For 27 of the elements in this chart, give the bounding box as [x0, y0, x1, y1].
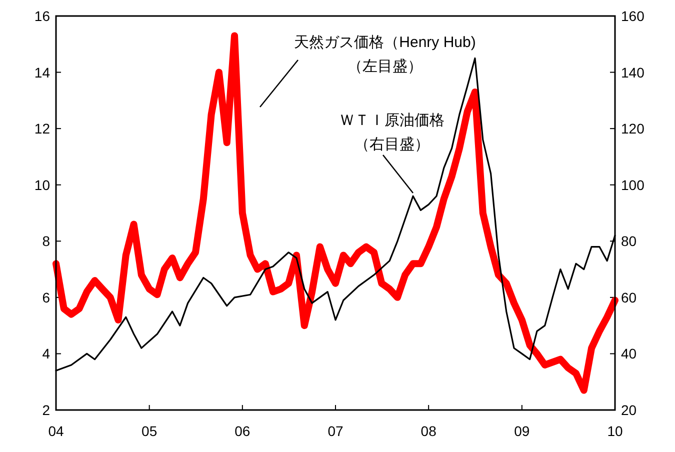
annotation: （右目盛）	[354, 136, 430, 153]
y-tick-label: 14	[34, 64, 50, 80]
y2-tick-label: 60	[621, 289, 637, 306]
annotation: ＷＴＩ原油価格	[340, 112, 444, 129]
y-tick-label: 4	[42, 346, 50, 362]
x-tick-label: 07	[328, 423, 344, 439]
annotation: 天然ガス価格（Henry Hub)	[294, 34, 476, 51]
y2-tick-label: 140	[621, 64, 645, 80]
y-tick-label: 8	[42, 233, 50, 250]
x-tick-label: 10	[607, 423, 623, 439]
x-tick-label: 04	[48, 423, 64, 439]
y-tick-label: 16	[34, 8, 50, 24]
x-tick-label: 08	[420, 423, 437, 439]
x-tick-label: 06	[234, 423, 250, 439]
y-tick-label: 12	[34, 120, 50, 137]
y2-tick-label: 40	[621, 346, 637, 362]
y2-tick-label: 80	[621, 233, 637, 250]
y2-tick-label: 100	[621, 176, 645, 193]
y-tick-label: 6	[42, 289, 50, 306]
y-tick-label: 10	[34, 176, 50, 193]
annotation: （左目盛）	[348, 58, 422, 75]
x-tick-label: 09	[514, 423, 530, 439]
y2-tick-label: 20	[621, 402, 637, 418]
y2-tick-label: 160	[621, 8, 645, 24]
x-tick-label: 05	[142, 423, 158, 439]
y2-tick-label: 120	[621, 120, 645, 137]
y-tick-label: 2	[42, 402, 50, 418]
